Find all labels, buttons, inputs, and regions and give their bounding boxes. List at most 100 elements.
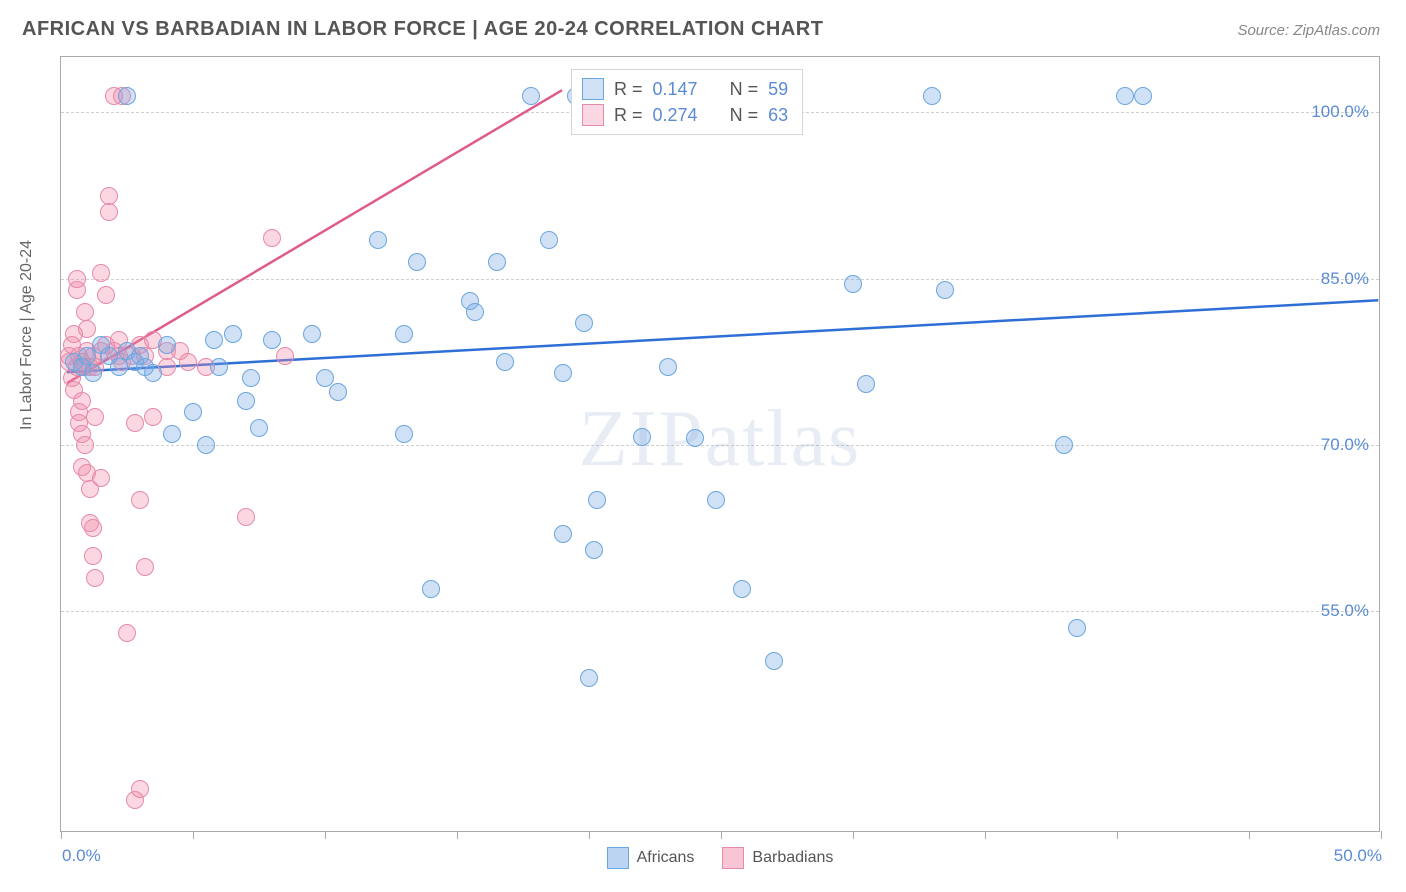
stats-r-label: R =: [614, 79, 643, 100]
stats-n-value-barbadians: 63: [768, 105, 788, 126]
x-tick: [193, 831, 194, 839]
data-point: [237, 508, 255, 526]
data-point: [237, 392, 255, 410]
data-point: [329, 383, 347, 401]
data-point: [210, 358, 228, 376]
data-point: [707, 491, 725, 509]
data-point: [686, 429, 704, 447]
data-point: [224, 325, 242, 343]
data-point: [100, 203, 118, 221]
x-tick: [853, 831, 854, 839]
stats-legend-box: R = 0.147 N = 59 R = 0.274 N = 63: [571, 69, 803, 135]
data-point: [92, 469, 110, 487]
data-point: [136, 558, 154, 576]
data-point: [844, 275, 862, 293]
data-point: [118, 624, 136, 642]
data-point: [131, 780, 149, 798]
data-point: [496, 353, 514, 371]
data-point: [242, 369, 260, 387]
plot-area: 55.0%70.0%85.0%100.0% ZIPatlas R = 0.147…: [60, 56, 1380, 832]
data-point: [263, 229, 281, 247]
data-point: [184, 403, 202, 421]
data-point: [68, 270, 86, 288]
data-point: [144, 408, 162, 426]
x-tick: [457, 831, 458, 839]
data-point: [78, 320, 96, 338]
trend-lines: [61, 57, 1379, 831]
stats-row-barbadians: R = 0.274 N = 63: [582, 102, 788, 128]
data-point: [205, 331, 223, 349]
data-point: [408, 253, 426, 271]
stats-row-africans: R = 0.147 N = 59: [582, 76, 788, 102]
data-point: [588, 491, 606, 509]
x-axis-min-label: 0.0%: [62, 846, 101, 866]
data-point: [179, 353, 197, 371]
stats-r-label: R =: [614, 105, 643, 126]
legend-swatch: [722, 847, 744, 869]
x-tick: [1249, 831, 1250, 839]
x-tick: [721, 831, 722, 839]
data-point: [131, 491, 149, 509]
data-point: [1134, 87, 1152, 105]
data-point: [395, 425, 413, 443]
legend-bottom: Africans Barbadians: [61, 847, 1379, 869]
data-point: [158, 336, 176, 354]
y-axis-label: In Labor Force | Age 20-24: [18, 240, 36, 430]
legend-item: Africans: [607, 847, 695, 869]
data-point: [86, 569, 104, 587]
data-point: [522, 87, 540, 105]
stats-r-value-barbadians: 0.274: [653, 105, 698, 126]
legend-item: Barbadians: [722, 847, 833, 869]
data-point: [73, 392, 91, 410]
source-label: Source: ZipAtlas.com: [1237, 22, 1380, 39]
data-point: [857, 375, 875, 393]
data-point: [163, 425, 181, 443]
legend-label: Africans: [637, 849, 695, 867]
stats-r-value-africans: 0.147: [653, 79, 698, 100]
chart-title: AFRICAN VS BARBADIAN IN LABOR FORCE | AG…: [22, 18, 823, 41]
data-point: [76, 303, 94, 321]
data-point: [540, 231, 558, 249]
data-point: [585, 541, 603, 559]
data-point: [84, 519, 102, 537]
data-point: [263, 331, 281, 349]
data-point: [76, 436, 94, 454]
data-point: [1055, 436, 1073, 454]
data-point: [100, 187, 118, 205]
data-point: [144, 364, 162, 382]
data-point: [303, 325, 321, 343]
x-tick: [1381, 831, 1382, 839]
data-point: [118, 87, 136, 105]
data-point: [580, 669, 598, 687]
data-point: [733, 580, 751, 598]
data-point: [97, 286, 115, 304]
x-tick: [325, 831, 326, 839]
data-point: [466, 303, 484, 321]
data-point: [395, 325, 413, 343]
x-tick: [61, 831, 62, 839]
data-point: [554, 364, 572, 382]
data-point: [765, 652, 783, 670]
data-point: [250, 419, 268, 437]
legend-swatch: [607, 847, 629, 869]
stats-n-label: N =: [730, 79, 759, 100]
x-tick: [1117, 831, 1118, 839]
data-point: [936, 281, 954, 299]
data-point: [633, 428, 651, 446]
swatch-barbadians: [582, 104, 604, 126]
data-point: [197, 436, 215, 454]
data-point: [488, 253, 506, 271]
data-point: [92, 264, 110, 282]
data-point: [659, 358, 677, 376]
data-point: [84, 547, 102, 565]
stats-n-label: N =: [730, 105, 759, 126]
data-point: [554, 525, 572, 543]
x-tick: [985, 831, 986, 839]
data-point: [84, 364, 102, 382]
legend-label: Barbadians: [752, 849, 833, 867]
stats-n-value-africans: 59: [768, 79, 788, 100]
x-axis-max-label: 50.0%: [1334, 846, 1382, 866]
data-point: [1068, 619, 1086, 637]
data-point: [575, 314, 593, 332]
data-point: [276, 347, 294, 365]
